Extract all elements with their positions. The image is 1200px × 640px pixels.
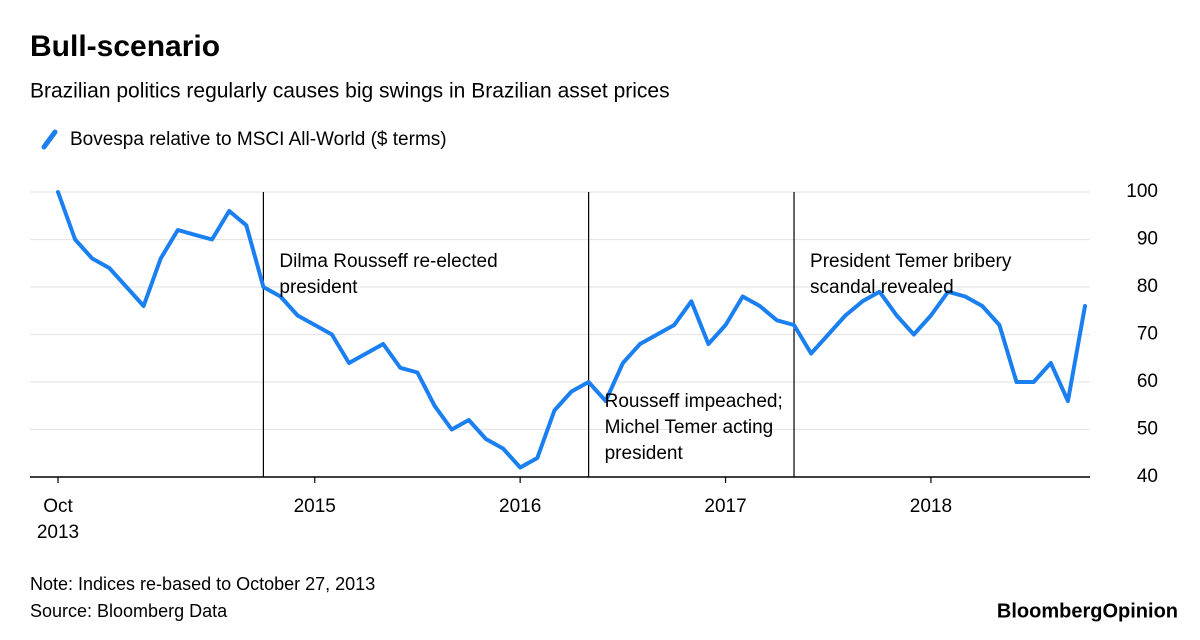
note: Note: Indices re-based to October 27, 20…	[30, 574, 375, 594]
legend-swatch	[41, 129, 58, 150]
y-tick-label: 50	[1137, 419, 1158, 440]
annotation-text: Dilma Rousseff re-elected	[279, 251, 497, 272]
annotation-text: president	[605, 443, 684, 464]
legend-label: Bovespa relative to MSCI All-World ($ te…	[70, 129, 447, 150]
brand: BloombergOpinion	[997, 600, 1178, 622]
x-tick-label: 2018	[910, 496, 952, 517]
y-tick-label: 90	[1137, 229, 1158, 250]
y-tick-label: 40	[1137, 466, 1158, 487]
y-tick-label: 100	[1126, 181, 1158, 202]
annotation-text: Rousseff impeached;	[605, 391, 783, 412]
x-tick-label-line: Oct	[43, 496, 73, 517]
x-tick-label: 2015	[294, 496, 336, 517]
annotation-text: President Temer bribery	[810, 251, 1012, 272]
chart-title: Bull-scenario	[30, 30, 220, 63]
annotation-text: president	[279, 277, 358, 298]
source: Source: Bloomberg Data	[30, 601, 228, 621]
chart-subtitle: Brazilian politics regularly causes big …	[30, 80, 670, 103]
data-line	[56, 190, 1087, 470]
x-tick-label: 2017	[704, 496, 746, 517]
y-tick-label: 70	[1137, 324, 1158, 345]
x-tick-label: Oct 2013	[37, 496, 79, 543]
y-tick-label: 80	[1137, 276, 1158, 297]
x-tick-label-line: 2013	[37, 522, 79, 543]
annotation-text: Michel Temer acting	[605, 417, 774, 438]
y-tick-label: 60	[1137, 371, 1158, 392]
x-tick-label: 2016	[499, 496, 541, 517]
annotation-text: scandal revealed	[810, 277, 954, 298]
